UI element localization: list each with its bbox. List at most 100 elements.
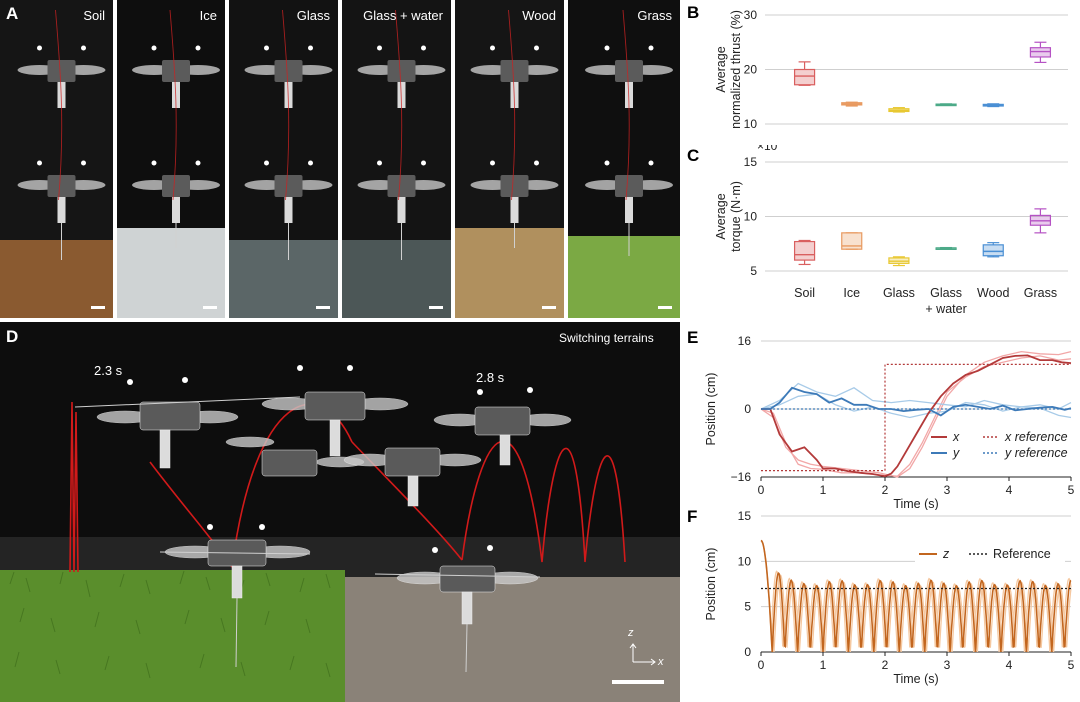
panel-label-f: F	[687, 508, 697, 526]
y-tick-label: 16	[738, 334, 752, 348]
box-2	[888, 256, 910, 267]
category-label: Soil	[794, 286, 815, 300]
x-tick-label: 2	[882, 483, 889, 497]
scale-bar	[542, 306, 556, 309]
terrain-ground	[0, 240, 113, 318]
x-tick-label: 5	[1068, 658, 1075, 672]
tether-wire	[169, 9, 177, 201]
robot-top	[470, 45, 559, 108]
category-label: Ice	[843, 286, 860, 300]
robot-bottom	[244, 160, 333, 223]
category-label: + water	[925, 302, 966, 316]
axis-scale-label: ×10−6	[757, 145, 788, 153]
y-tick-label: 0	[744, 645, 751, 659]
reference-line	[761, 363, 1071, 472]
x-tick-label: 4	[1006, 658, 1013, 672]
box-3	[935, 246, 957, 250]
x-axis-label: Time (s)	[893, 672, 938, 686]
trial-line	[760, 355, 1072, 477]
y-tick-label: 30	[744, 8, 758, 22]
panel-label-d: D	[6, 327, 19, 346]
switching-terrains-photo	[0, 322, 680, 702]
legend-label: y	[952, 446, 960, 460]
chart-e-xy-position: E −16 0 16 0 1 2 3 4 5 Time (s) Position (cm) x x ref…	[687, 328, 1075, 510]
axis-z-label: z	[628, 627, 634, 639]
scale-bar	[203, 306, 217, 309]
legend-label: y reference	[1004, 446, 1068, 460]
trial-line	[760, 350, 1072, 478]
box-2	[888, 107, 910, 113]
panel-label-c: C	[687, 146, 699, 165]
x-tick-label: 2	[882, 658, 889, 672]
x-tick-label: 1	[820, 658, 827, 672]
time-label-right: 2.8 s	[476, 370, 505, 385]
y-tick-label: 20	[744, 63, 758, 77]
terrain-photo-soil: Soil	[0, 0, 113, 318]
terrain-ground	[342, 240, 451, 318]
robot-top	[244, 45, 333, 108]
legend-label: Reference	[993, 547, 1051, 561]
tether-wire	[282, 9, 290, 201]
x-tick-label: 5	[1068, 483, 1075, 497]
category-label: Glass	[930, 286, 962, 300]
scale-bar	[429, 306, 443, 309]
legend-label: x reference	[1004, 430, 1068, 444]
robot-bottom	[357, 160, 446, 223]
terrain-ground	[455, 228, 564, 318]
x-tick-label: 4	[1006, 483, 1013, 497]
y-tick-label: 5	[750, 264, 757, 278]
terrain-photo-glass-water: Glass + water	[342, 0, 451, 318]
category-label: Wood	[977, 286, 1009, 300]
box-3	[935, 103, 957, 107]
scale-bar	[658, 306, 672, 309]
panel-label-b: B	[687, 3, 699, 22]
robot-bottom	[585, 160, 673, 223]
legend-label: x	[952, 430, 960, 444]
terrain-photo-glass: Glass	[229, 0, 338, 318]
scale-bar	[91, 306, 105, 309]
box-4	[982, 103, 1004, 108]
terrain-label: Wood	[522, 8, 556, 23]
terrain-ground	[229, 240, 338, 318]
terrain-photo-ice: Ice	[117, 0, 225, 318]
terrain-ground	[568, 236, 680, 318]
series-line-z	[760, 539, 1072, 653]
tether-wire	[622, 9, 630, 201]
terrain-label: Soil	[83, 8, 105, 23]
trial-line	[760, 539, 1072, 653]
legend-background	[915, 543, 1065, 563]
chart-c-torque: C 5 10 15 Soil Ice Glass Glass + water Wood Grass A…	[687, 145, 1068, 316]
terrain-photo-grass: Grass	[568, 0, 680, 318]
box-5	[1029, 41, 1052, 64]
robot-bottom	[470, 160, 559, 223]
y-tick-label: 10	[744, 210, 758, 224]
terrain-photo-wood: Wood	[455, 0, 564, 318]
terrain-label: Grass	[637, 8, 672, 23]
trial-line	[760, 382, 1072, 410]
box-5	[1029, 208, 1052, 234]
robot-bottom	[17, 160, 106, 223]
series-line-x	[761, 354, 1072, 478]
trial-line	[760, 393, 1072, 419]
tether-wire	[395, 9, 403, 201]
tether-wire	[55, 9, 63, 201]
box-1	[841, 101, 863, 107]
terrain-label: Ice	[199, 8, 217, 23]
chart-f-z-position: F 0 5 10 15 0 1 2 3 4 5 Time (s) Position (cm) z Refer…	[687, 508, 1075, 686]
box-0	[793, 61, 816, 86]
terrain-label: Glass + water	[363, 8, 443, 23]
category-label: Grass	[1024, 286, 1057, 300]
terrain-ground	[117, 228, 225, 318]
switching-terrains-label: Switching terrains	[559, 331, 654, 345]
x-tick-label: 3	[944, 483, 951, 497]
panel-label-e: E	[687, 328, 698, 347]
x-tick-label: 0	[758, 483, 765, 497]
y-axis-label: Position (cm)	[704, 373, 718, 446]
y-tick-label: 5	[744, 600, 751, 614]
y-tick-label: 0	[744, 402, 751, 416]
time-label-left: 2.3 s	[94, 363, 123, 378]
y-tick-label: 15	[738, 509, 752, 523]
legend-label: z	[942, 547, 950, 561]
robot-bottom	[132, 160, 220, 223]
y-tick-label: −16	[731, 470, 752, 484]
